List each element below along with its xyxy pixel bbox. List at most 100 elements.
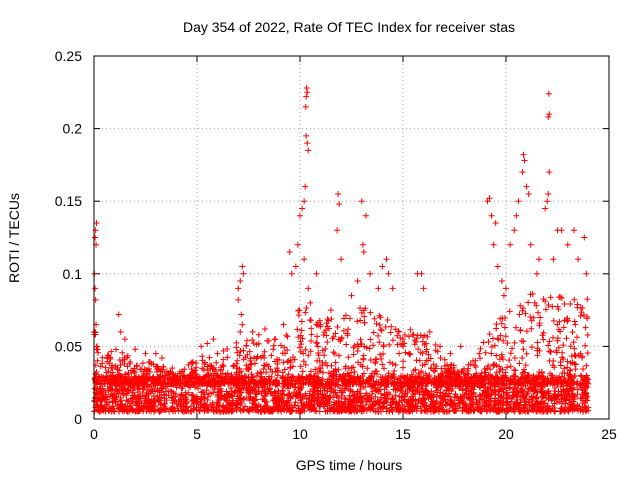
data-point [577, 395, 584, 402]
data-point [554, 321, 561, 328]
data-point [369, 390, 376, 397]
data-point [454, 372, 461, 379]
data-point [220, 363, 227, 370]
data-point [298, 318, 305, 325]
data-point [577, 372, 584, 379]
data-point [308, 338, 314, 345]
data-point [345, 326, 352, 333]
data-point [432, 407, 439, 414]
data-point [333, 371, 340, 378]
data-point [346, 398, 353, 405]
data-point [495, 397, 502, 404]
data-point [428, 380, 435, 387]
data-point [443, 387, 450, 394]
data-point [326, 393, 333, 400]
data-point [138, 380, 145, 387]
data-point [389, 378, 396, 385]
data-point [274, 356, 281, 363]
data-point [129, 392, 136, 399]
data-point [182, 400, 189, 407]
data-point [443, 398, 450, 405]
data-point [476, 380, 483, 387]
data-point [376, 339, 383, 346]
data-point [213, 373, 220, 380]
data-point [310, 386, 317, 393]
data-point [178, 369, 185, 376]
data-point [392, 385, 399, 392]
data-point [271, 389, 278, 396]
data-point [383, 256, 390, 263]
data-point [411, 379, 418, 386]
data-point [336, 201, 343, 208]
data-point [201, 374, 208, 381]
data-point [584, 332, 591, 339]
data-point [283, 398, 290, 405]
data-point [280, 321, 287, 328]
data-point [193, 404, 200, 411]
data-point [92, 234, 99, 241]
data-point [269, 381, 276, 388]
data-point [367, 373, 374, 380]
data-point [367, 309, 374, 316]
data-point [311, 405, 318, 412]
data-point [303, 93, 310, 100]
data-point [493, 369, 500, 376]
data-point [261, 348, 268, 355]
data-point [378, 396, 385, 403]
data-point [451, 400, 458, 407]
data-point [272, 396, 279, 403]
data-point [338, 389, 345, 396]
data-point [183, 403, 190, 410]
data-point [214, 350, 221, 357]
tick-layer: 0 5 10 15 20 25 0 0.05 0.1 0.15 0.2 0.25 [55, 48, 617, 442]
data-point [155, 387, 162, 394]
data-point [549, 362, 556, 369]
data-point [442, 401, 449, 408]
data-point [468, 379, 475, 386]
data-point [180, 393, 187, 400]
data-point [141, 378, 148, 385]
data-point [388, 407, 395, 414]
data-point [376, 321, 383, 328]
data-point [393, 400, 400, 407]
data-point [97, 363, 104, 370]
data-point [116, 356, 123, 363]
data-point [313, 270, 320, 277]
data-point [494, 263, 501, 270]
data-point [421, 342, 428, 349]
data-point [307, 317, 314, 324]
data-point [375, 332, 382, 339]
data-point [241, 373, 248, 380]
data-point [244, 387, 251, 394]
data-point [534, 352, 541, 359]
data-point [314, 400, 321, 407]
data-point [125, 377, 132, 384]
data-point [432, 347, 439, 354]
data-point [520, 346, 527, 353]
data-point [129, 376, 136, 383]
data-point [441, 392, 448, 399]
data-point [471, 375, 478, 382]
data-point [392, 381, 399, 388]
data-point [314, 333, 321, 340]
data-point [345, 354, 352, 361]
data-point [467, 361, 474, 368]
x-tick-label: 20 [498, 426, 514, 442]
data-point [517, 394, 524, 401]
data-point [132, 346, 139, 353]
data-point [230, 362, 237, 369]
data-point [130, 380, 137, 387]
data-point [216, 402, 223, 409]
data-point [476, 350, 483, 357]
data-point [219, 361, 226, 368]
data-point [134, 389, 141, 396]
data-point [498, 320, 505, 327]
data-point [482, 369, 489, 376]
data-point [497, 332, 504, 339]
data-point [139, 360, 146, 367]
data-point [382, 373, 389, 380]
data-point [514, 399, 521, 406]
data-point [307, 368, 314, 375]
data-point [389, 285, 396, 292]
data-point [312, 366, 319, 373]
